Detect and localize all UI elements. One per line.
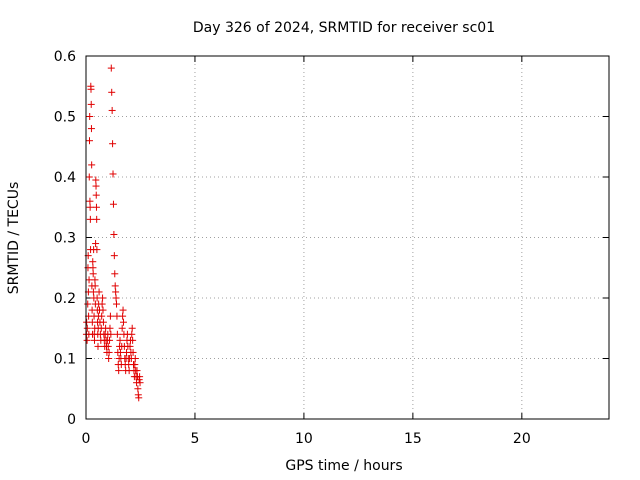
grid: [86, 56, 609, 419]
data-point: [112, 288, 120, 296]
x-tick-label: 5: [190, 431, 199, 447]
data-point: [118, 324, 126, 332]
data-point: [107, 64, 115, 72]
data-point: [98, 312, 106, 320]
plot-frame: [85, 55, 610, 420]
data-point: [85, 276, 93, 284]
data-point: [111, 282, 119, 290]
data-point: [86, 215, 94, 223]
data-point: [84, 300, 92, 308]
data-point: [133, 367, 141, 375]
data-point: [99, 294, 107, 302]
data-point: [119, 306, 127, 314]
x-axis-label: GPS time / hours: [285, 458, 402, 474]
data-point: [119, 312, 127, 320]
data-point: [129, 336, 137, 344]
data-point: [116, 336, 124, 344]
data-point: [92, 240, 100, 248]
x-tick-label: 20: [513, 431, 531, 447]
data-point: [92, 203, 100, 211]
data-point: [99, 318, 107, 326]
y-tick-label: 0: [67, 412, 76, 428]
data-point: [83, 324, 91, 332]
data-point: [108, 88, 116, 96]
data-point: [113, 330, 121, 338]
data-point: [91, 276, 99, 284]
data-point: [95, 288, 103, 296]
data-point: [87, 100, 95, 108]
data-point: [93, 246, 101, 254]
data-point: [129, 348, 137, 356]
data-point: [105, 348, 113, 356]
data-point: [92, 176, 100, 184]
data-point: [99, 306, 107, 314]
y-tick-label: 0.2: [54, 291, 76, 307]
y-tick-label: 0.6: [54, 49, 76, 65]
data-point: [86, 113, 94, 120]
data-point: [107, 330, 115, 338]
data-point: [128, 324, 136, 332]
data-point: [113, 300, 121, 308]
data-point: [89, 258, 97, 266]
data-point: [106, 312, 114, 320]
data-point: [109, 200, 117, 208]
data-point: [92, 182, 100, 190]
data-point: [116, 348, 124, 356]
data-point: [91, 282, 99, 290]
data-point: [88, 161, 96, 169]
data-point: [112, 294, 120, 302]
data-points: [82, 64, 144, 402]
data-point: [126, 342, 134, 350]
data-point: [98, 300, 106, 308]
x-tick-label: 15: [404, 431, 422, 447]
data-point: [89, 270, 97, 278]
data-point: [86, 197, 94, 205]
data-point: [109, 140, 117, 148]
data-point: [85, 173, 93, 181]
data-point: [86, 203, 94, 211]
y-tick-label: 0.5: [54, 110, 76, 126]
data-point: [110, 252, 118, 260]
x-tick-label: 10: [295, 431, 313, 447]
data-point: [83, 336, 91, 344]
data-point: [115, 367, 123, 375]
data-point: [92, 191, 100, 199]
y-axis-label: SRMTID / TECUs: [6, 182, 22, 295]
data-point: [110, 230, 118, 238]
data-point: [93, 215, 101, 223]
data-point: [134, 385, 142, 393]
data-point: [131, 355, 139, 362]
y-tick-label: 0.3: [54, 231, 76, 247]
x-tick-label: 0: [82, 431, 91, 447]
data-point: [104, 342, 112, 350]
data-point: [85, 137, 93, 145]
data-point: [94, 342, 102, 350]
data-point: [105, 355, 113, 362]
data-point: [136, 373, 144, 381]
data-point: [106, 324, 114, 332]
data-point: [87, 85, 95, 93]
y-tick-label: 0.1: [54, 352, 76, 368]
data-point: [106, 336, 114, 344]
data-point: [90, 336, 98, 344]
data-point: [128, 330, 136, 338]
data-point: [109, 170, 117, 178]
data-point: [108, 106, 116, 114]
data-point: [89, 264, 97, 272]
data-point: [135, 394, 143, 402]
axis-ticks: 0 5 10 15 20 0 0.1 0.2 0.3 0.4 0.5 0.6: [54, 49, 609, 447]
data-point: [136, 379, 144, 387]
data-point: [87, 125, 95, 133]
chart-title: Day 326 of 2024, SRMTID for receiver sc0…: [193, 20, 495, 36]
data-point: [131, 361, 139, 369]
y-tick-label: 0.4: [54, 170, 76, 186]
data-point: [119, 318, 127, 326]
data-point: [111, 270, 119, 278]
